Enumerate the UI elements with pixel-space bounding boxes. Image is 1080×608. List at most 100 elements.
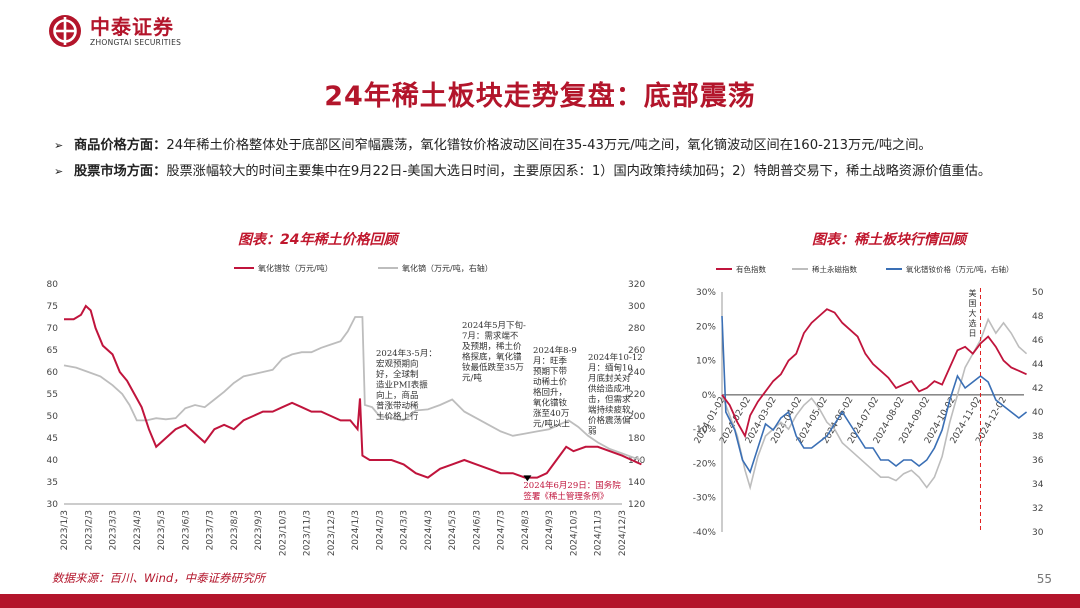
annotation-line: 动稀土价 <box>533 377 568 388</box>
right-y-tick-label: 320 <box>628 280 645 290</box>
annotation-line: 弱 <box>588 427 597 437</box>
annotation-line: 元/吨 <box>462 373 482 384</box>
annotation-line: 签署《稀土管理条例》 <box>523 491 608 502</box>
left-y-tick-label: 75 <box>47 302 58 312</box>
series-line-praseodymium-price <box>721 315 1028 474</box>
election-marker-char: 美 <box>968 288 976 298</box>
annotation-line: 端持续疲软， <box>588 405 639 416</box>
election-marker-char: 大 <box>968 308 976 318</box>
legend-label: 氧化镝（万元/吨，右轴） <box>402 263 493 273</box>
election-marker-char: 国 <box>968 299 976 308</box>
annotation-line: 2024年10-12 <box>588 352 643 363</box>
june-29-marker-icon <box>523 475 532 482</box>
annotation-line: 预期下带 <box>533 366 568 377</box>
right-y-tick-label: 30 <box>1032 528 1044 538</box>
bullet-commodity: ➢ 商品价格方面：24年稀土价格整体处于底部区间窄幅震荡，氧化镨钕价格波动区间在… <box>52 134 1042 158</box>
x-tick-label: 2024/5/3 <box>448 510 458 550</box>
right-y-tick-label: 36 <box>1032 456 1044 466</box>
x-tick-label: 2023/6/3 <box>181 510 191 550</box>
left-y-tick-label: 45 <box>47 434 58 444</box>
left-y-tick-label: 55 <box>47 390 58 400</box>
right-y-tick-label: 140 <box>628 478 645 488</box>
left-y-tick-label: 30% <box>696 288 716 298</box>
legend-label: 有色指数 <box>736 264 766 274</box>
arrow-bullet-icon: ➢ <box>54 165 64 178</box>
right-chart-legend: 有色指数 稀土永磁指数 氧化镨钕价格（万元/吨，右轴） <box>716 264 1014 274</box>
election-marker-char: 选 <box>968 318 976 328</box>
annotation-line: 2024年8-9 <box>533 345 577 356</box>
right-y-tick-label: 46 <box>1032 336 1044 346</box>
bullet-heading: 股票市场方面： <box>74 164 167 179</box>
annotation-line: 2024年6月29日：国务院 <box>523 480 621 491</box>
left-y-tick-label: 30 <box>47 500 59 510</box>
annotation-line: 钕最低跌至35万 <box>462 362 524 373</box>
annotation-line: 月：缅甸10 <box>588 363 633 374</box>
policy-annotation: 2024年6月29日：国务院签署《稀土管理条例》 <box>523 480 621 502</box>
right-y-tick-label: 48 <box>1032 312 1044 322</box>
left-y-tick-label: -20% <box>693 459 717 469</box>
annotation-line: 普涨带动稀 <box>376 401 419 412</box>
company-logo: 中泰证券 ZHONGTAI SECURITIES <box>48 14 181 48</box>
annotation-line: 好，全球制 <box>376 369 419 380</box>
election-marker-char: 日 <box>968 329 976 338</box>
right-y-tick-label: 200 <box>628 412 645 422</box>
right-y-tick-label: 44 <box>1032 360 1044 370</box>
x-tick-label: 2024/4/3 <box>424 510 434 550</box>
right-y-tick-label: 160 <box>628 456 645 466</box>
x-tick-label: 2024/1/3 <box>351 510 361 550</box>
right-y-tick-label: 120 <box>628 500 645 510</box>
annotation-line: 击，但需求 <box>588 394 631 405</box>
annotation-line: 月底封关对 <box>588 373 631 384</box>
left-y-tick-label: 60 <box>47 368 59 378</box>
right-y-tick-label: 40 <box>1032 408 1044 418</box>
annotation-line: 2024年5月下旬- <box>462 320 526 331</box>
left-chart-axes: 30 35 40 45 50 55 60 65 70 75 80 120 140 160 180 200 220… <box>47 280 646 556</box>
right-y-tick-label: 220 <box>628 390 645 400</box>
right-chart-caption: 图表：稀土板块行情回顾 <box>812 232 966 248</box>
legend-label: 氧化镨钕（万元/吨） <box>258 263 333 273</box>
left-y-tick-label: 80 <box>47 280 59 290</box>
x-tick-label: 2024/10/3 <box>569 510 579 556</box>
left-y-tick-label: 50 <box>47 412 59 422</box>
rare-earth-sector-chart: 30% 20% 10% 0% -10% -20% -30% -40% 30 32 34 36 38 40 4… <box>693 264 1044 538</box>
right-y-tick-label: 50 <box>1032 288 1044 298</box>
x-tick-label: 2024/6/3 <box>472 510 482 550</box>
right-y-tick-label: 260 <box>628 346 645 356</box>
bullet-stock: ➢ 股票市场方面：股票涨幅较大的时间主要集中在9月22日-美国大选日时间，主要原… <box>52 160 1042 184</box>
annotation-line: 价格震荡偏 <box>588 415 631 426</box>
right-y-tick-label: 38 <box>1032 432 1044 442</box>
annotation-line: 宏观预期向 <box>376 359 419 370</box>
bullet-heading: 商品价格方面： <box>74 138 167 153</box>
x-tick-label: 2023/5/3 <box>157 510 167 550</box>
annotation-line: 元/吨以上 <box>533 419 570 430</box>
right-y-tick-label: 42 <box>1032 384 1043 394</box>
series-line-dysprosium-oxide <box>63 316 642 461</box>
logo-chinese-name: 中泰证券 <box>90 14 174 39</box>
rare-earth-price-chart: 30 35 40 45 50 55 60 65 70 75 80 120 140 160 180 200 220… <box>47 263 646 556</box>
annotation-line: 土价格上行 <box>376 411 419 422</box>
annotation-line: 供给造成冲 <box>588 384 631 395</box>
left-y-tick-label: 10% <box>696 357 716 367</box>
annotation-line: 向上，商品 <box>376 390 419 401</box>
x-tick-label: 2023/1/3 <box>60 510 70 550</box>
left-y-tick-label: -30% <box>693 494 717 504</box>
legend-label: 氧化镨钕价格（万元/吨，右轴） <box>906 264 1014 274</box>
x-tick-label: 2024/12/3 <box>618 510 628 556</box>
x-tick-label: 2024/2/3 <box>375 510 385 550</box>
left-y-tick-label: 70 <box>47 324 59 334</box>
bullet-text: 24年稀土价格整体处于底部区间窄幅震荡，氧化镨钕价格波动区间在35-43万元/吨… <box>166 138 932 153</box>
right-y-tick-label: 34 <box>1032 480 1044 490</box>
x-tick-label: 2023/12/3 <box>327 510 337 556</box>
right-y-tick-label: 240 <box>628 368 645 378</box>
x-tick-label: 2023/2/3 <box>84 510 94 550</box>
bullet-list: ➢ 商品价格方面：24年稀土价格整体处于底部区间窄幅震荡，氧化镨钕价格波动区间在… <box>52 134 1042 184</box>
arrow-bullet-icon: ➢ <box>54 139 64 152</box>
left-y-tick-label: -10% <box>693 425 717 435</box>
annotation-4: 2024年10-12 月：缅甸10 月底封关对供给造成冲击，但需求端持续疲软，价格震… <box>588 352 643 437</box>
right-y-tick-label: 300 <box>628 302 645 312</box>
annotation-line: 及预期，稀土价 <box>462 341 522 352</box>
annotation-line: 格探底，氧化镨 <box>462 352 522 363</box>
x-tick-label: 2023/8/3 <box>230 510 240 550</box>
x-tick-label: 2024/3/3 <box>400 510 410 550</box>
bullet-text: 股票涨幅较大的时间主要集中在9月22日-美国大选日时间，主要原因系：1）国内政策… <box>166 164 992 179</box>
